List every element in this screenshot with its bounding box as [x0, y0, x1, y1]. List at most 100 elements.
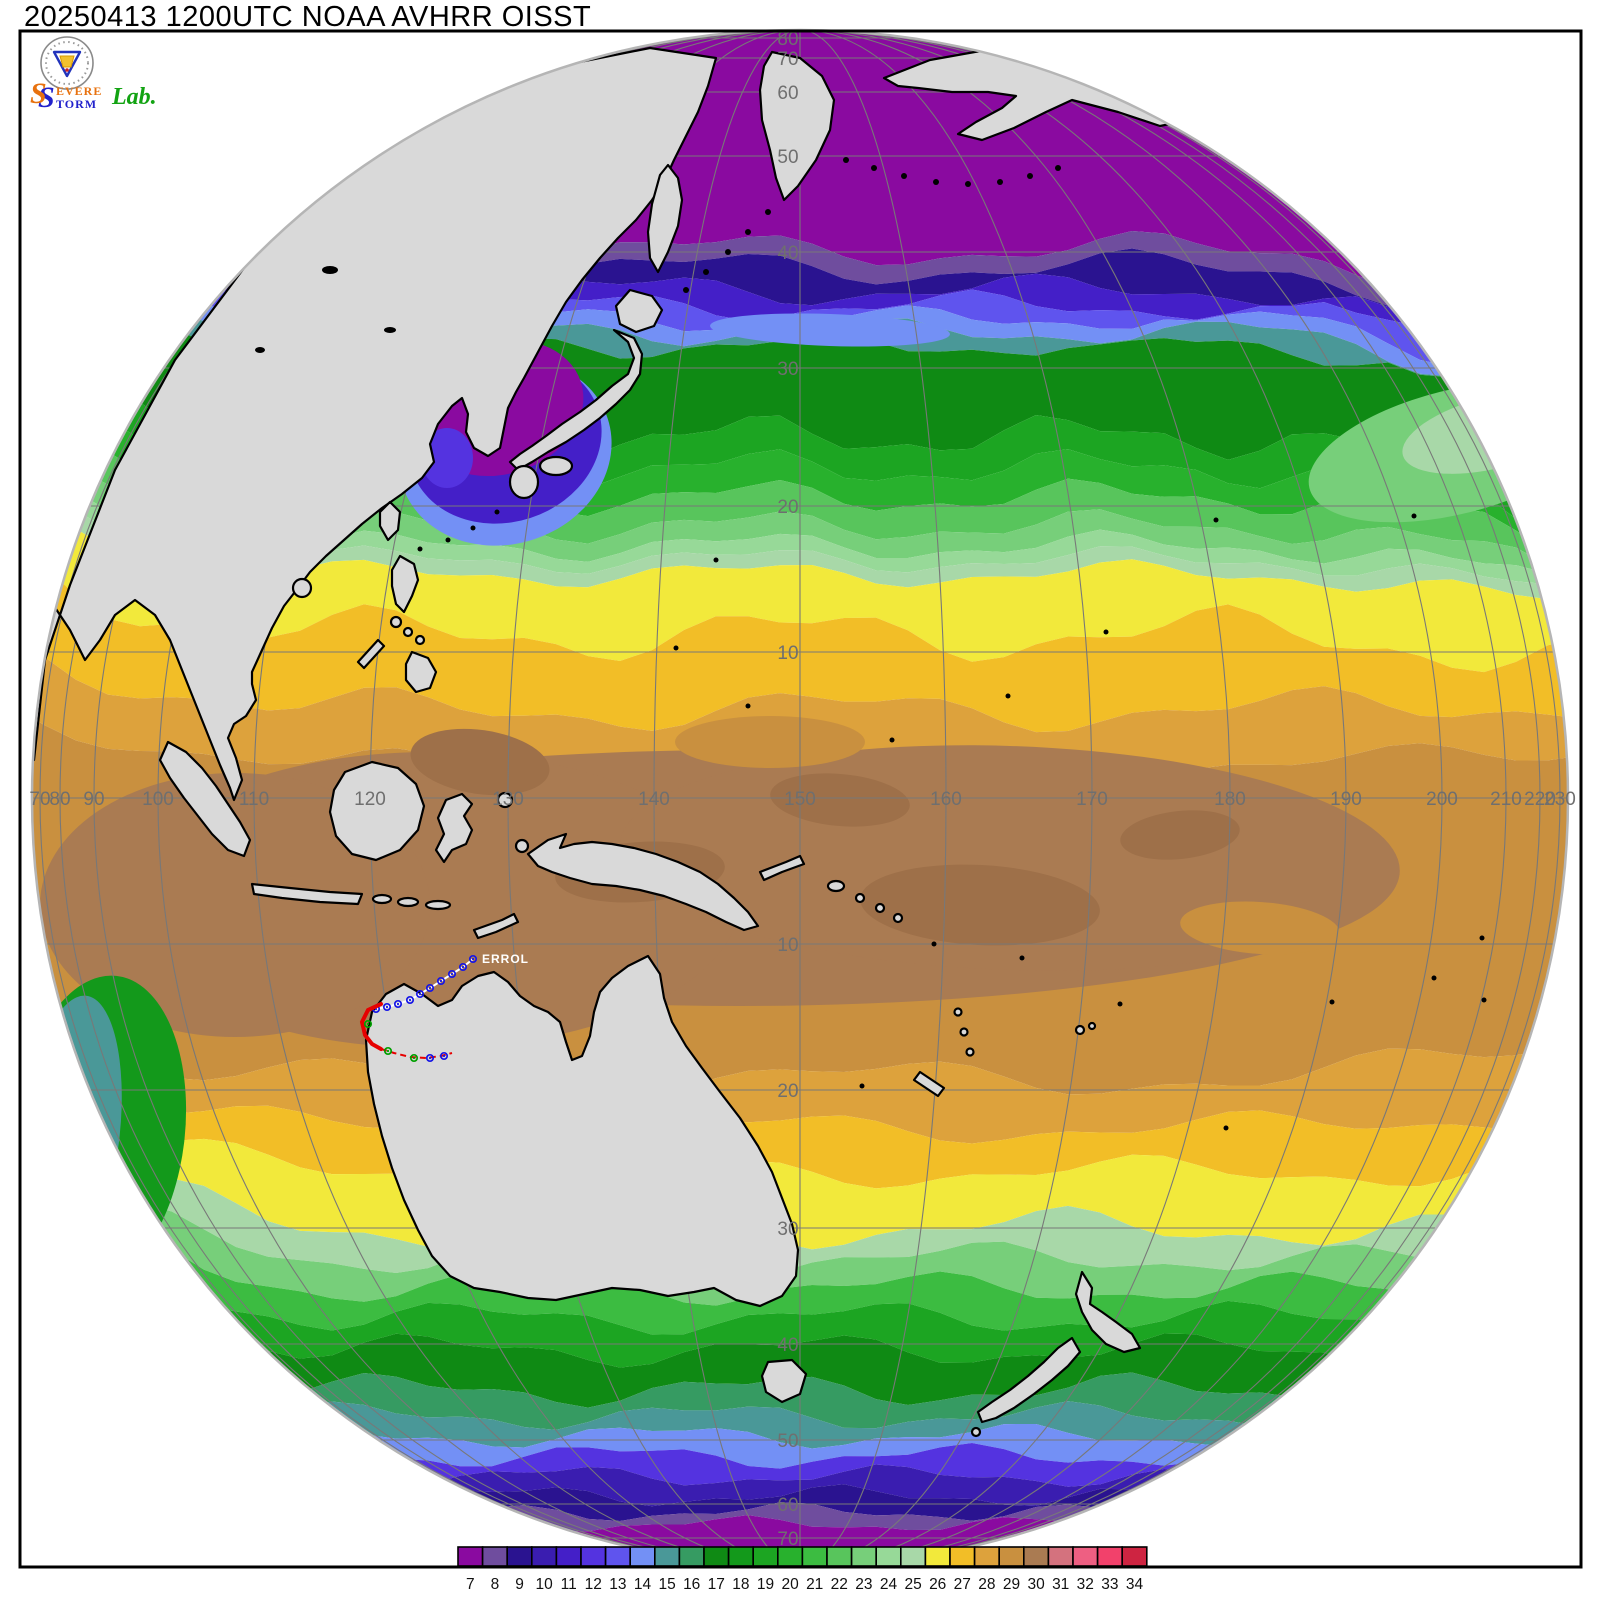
land-honshu	[508, 328, 644, 472]
sst-patch-29	[1180, 901, 1340, 955]
sst-patch-d	[860, 864, 1100, 946]
cyclone-symbol-icon	[382, 1002, 392, 1012]
colorbar-cell-34	[1121, 1546, 1148, 1567]
cyclone-symbol-icon	[447, 969, 457, 979]
colorbar-cell-17	[703, 1546, 730, 1567]
colorbar-tick-label: 21	[806, 1576, 823, 1593]
land-solomon-3	[892, 912, 904, 924]
land-bougainville	[826, 879, 846, 893]
land-fiji-2	[1087, 1021, 1097, 1031]
lat-label-n40: 40	[777, 243, 798, 264]
lat-label-n30: 30	[777, 359, 798, 380]
land-halmahera	[496, 791, 514, 809]
sst-patch-d	[770, 773, 910, 827]
sst-band-23	[32, 1164, 1568, 1315]
lon-label-170: 170	[1076, 789, 1108, 810]
colorbar-tick-label: 34	[1126, 1576, 1144, 1593]
sst-band-19	[32, 1216, 1568, 1370]
lat-label-n20: 20	[777, 497, 798, 518]
lat-label-s40: 40	[777, 1335, 798, 1356]
land-fiji-1	[1074, 1024, 1086, 1036]
colorbar-tick-label: 10	[535, 1576, 553, 1593]
lon-label-200: 200	[1426, 789, 1458, 810]
island-specks	[255, 157, 1487, 1131]
colorbar-tick-label: 20	[781, 1576, 799, 1593]
storm-track-errol: ERROL	[359, 952, 528, 1063]
land-kyushu	[508, 464, 540, 500]
colorbar-tick-label: 22	[831, 1576, 848, 1593]
land-ceram	[514, 838, 530, 854]
land-vanuatu-2	[959, 1027, 969, 1037]
cyclone-symbol-icon	[425, 983, 435, 993]
severe-storm-lab-logo: S S EVERE TORM Lab.	[30, 36, 157, 114]
storm-loop-track-line	[359, 1002, 383, 1051]
land-sulawesi	[434, 792, 474, 864]
land-new-caledonia	[912, 1070, 946, 1098]
logo-wordmark: S S EVERE TORM Lab.	[30, 77, 157, 114]
colorbar-cell-8	[481, 1546, 509, 1567]
land-visayas-1	[402, 626, 414, 638]
cyclone-symbol-icon	[425, 1053, 435, 1063]
colorbar-cell-28	[973, 1546, 1000, 1567]
logo-storm-text: TORM	[56, 97, 97, 111]
colorbar-tick-label: 14	[634, 1576, 652, 1593]
cyclone-symbol-icon	[468, 954, 478, 964]
lat-label-s20: 20	[777, 1081, 798, 1102]
sst-band-15	[32, 1327, 1568, 1457]
meridian-line	[799, 30, 1443, 1566]
lon-label-140: 140	[638, 789, 670, 810]
colorbar-tick-label: 15	[658, 1576, 675, 1593]
sst-band-26	[32, 495, 1568, 673]
sst-band-16	[32, 1294, 1568, 1444]
colorbar-cell-22	[826, 1546, 853, 1567]
colorbar-cell-31	[1047, 1546, 1074, 1567]
colorbar-tick-label: 27	[954, 1576, 971, 1593]
university-seal-icon	[40, 36, 94, 90]
colorbar-cell-9	[506, 1546, 533, 1567]
land-visayas-2	[414, 634, 426, 646]
sst-band-25	[32, 1144, 1568, 1287]
sst-band-24	[32, 475, 1568, 611]
land-australia	[364, 954, 800, 1308]
lat-label-s10: 10	[777, 935, 798, 956]
colorbar-cell-7	[457, 1546, 484, 1567]
land-taiwan	[378, 500, 402, 542]
land-flores	[424, 899, 452, 911]
colorbar-cell-26	[924, 1546, 951, 1567]
land-hainan	[291, 577, 313, 599]
colorbar-cell-21	[801, 1546, 828, 1567]
lon-label-120: 120	[354, 789, 386, 810]
lon-label-80: 80	[49, 789, 70, 810]
colorbar-cell-18	[727, 1546, 754, 1567]
sst-band-27	[32, 1075, 1568, 1189]
colorbar-cell-25	[899, 1546, 927, 1567]
cyclone-symbol-icon	[383, 1046, 393, 1056]
land-sumatra	[158, 740, 252, 858]
sst-band-23	[32, 458, 1568, 608]
colorbar-cell-24	[875, 1546, 902, 1567]
meridian-line	[799, 30, 1507, 1566]
colorbar-tick-label: 9	[515, 1576, 524, 1593]
colorbar-cell-15	[653, 1546, 681, 1567]
colorbar-cell-29	[998, 1546, 1025, 1567]
meridian-line	[653, 30, 801, 1566]
land-borneo	[328, 760, 426, 862]
colorbar-cell-16	[678, 1546, 705, 1567]
storm-past-track-line	[375, 958, 474, 1010]
sst-band-25	[32, 486, 1568, 615]
colorbar: 7 8 9 10 11 12 13 14 15 16 17 18 19 20 21 22 23 24 25 26 27 2…	[457, 1546, 1148, 1593]
sst-patch-29	[675, 716, 865, 768]
storm-forecast-track-line	[380, 1048, 453, 1060]
lat-label-s60: 60	[777, 1495, 798, 1516]
land-nz-north-island	[1074, 1270, 1142, 1354]
land-bali-lombok	[371, 893, 393, 905]
cyclone-symbol-icon	[405, 995, 415, 1005]
lat-label-n10: 10	[777, 643, 798, 664]
colorbar-tick-label: 32	[1077, 1576, 1094, 1593]
sst-band-21	[32, 1188, 1568, 1342]
logo-severe-text: EVERE	[56, 84, 102, 98]
meridian-line	[799, 30, 1093, 1566]
colorbar-tick-label: 16	[683, 1576, 700, 1593]
lon-label-190: 190	[1330, 789, 1362, 810]
land-stewart-island	[970, 1426, 982, 1438]
